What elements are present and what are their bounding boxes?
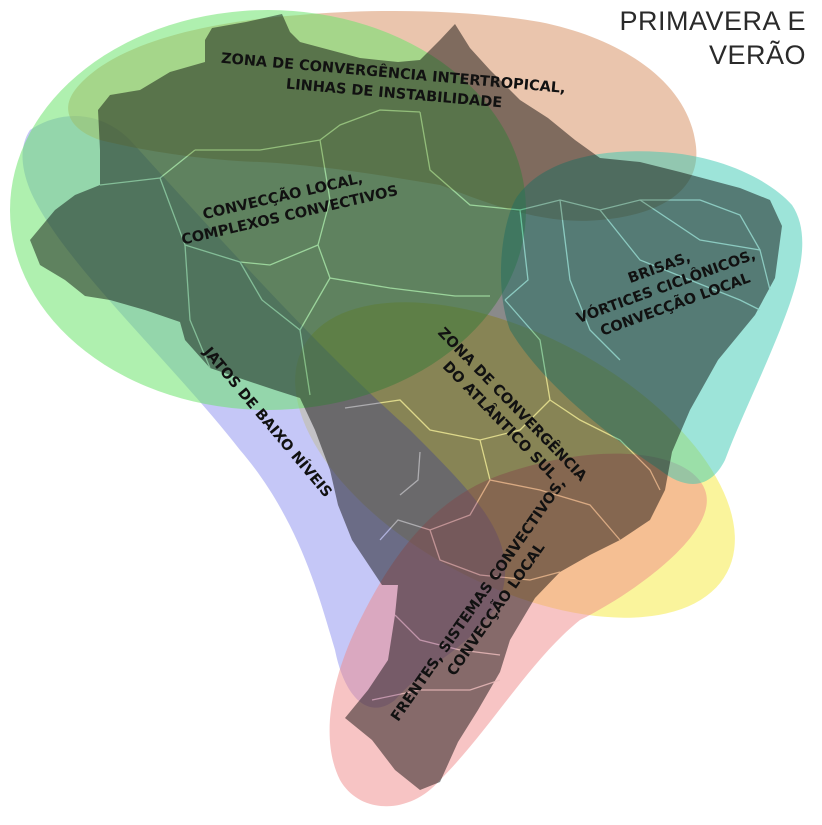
zone-northeast <box>500 151 803 484</box>
title-line-1: PRIMAVERA E <box>619 6 806 36</box>
zone-local-convection <box>10 10 526 410</box>
map-title: PRIMAVERA E VERÃO <box>619 4 806 72</box>
title-line-2: VERÃO <box>708 40 806 70</box>
zone-south <box>329 453 707 807</box>
climate-zones <box>10 10 803 807</box>
